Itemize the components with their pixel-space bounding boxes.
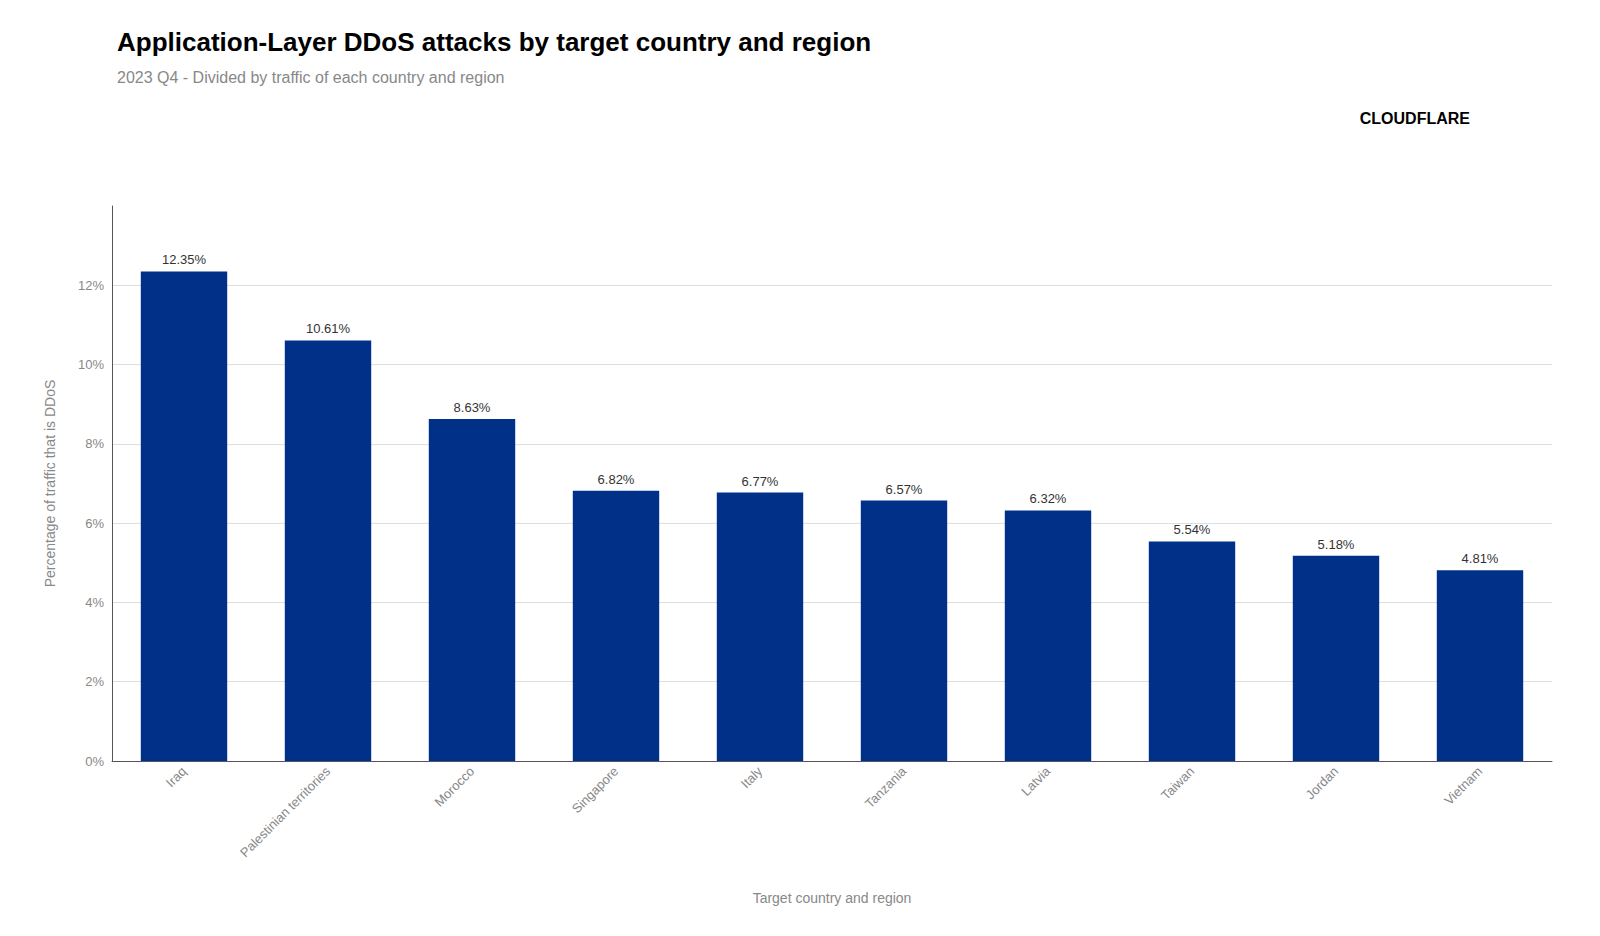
svg-text:12%: 12% [78, 278, 104, 293]
svg-text:5.18%: 5.18% [1318, 537, 1355, 552]
svg-text:Percentage of traffic that is: Percentage of traffic that is DDoS [42, 380, 58, 588]
svg-text:Application-Layer DDoS attacks: Application-Layer DDoS attacks by target… [117, 27, 871, 57]
svg-text:Iraq: Iraq [163, 764, 189, 790]
svg-text:10.61%: 10.61% [306, 321, 351, 336]
svg-text:6.82%: 6.82% [598, 472, 635, 487]
svg-text:Vietnam: Vietnam [1441, 764, 1485, 808]
svg-text:4%: 4% [85, 595, 104, 610]
svg-text:Italy: Italy [738, 763, 766, 791]
svg-text:2%: 2% [85, 674, 104, 689]
svg-text:Taiwan: Taiwan [1158, 764, 1197, 803]
svg-text:Morocco: Morocco [431, 764, 477, 810]
svg-text:Jordan: Jordan [1303, 764, 1342, 803]
svg-text:6%: 6% [85, 516, 104, 531]
svg-text:CLOUDFLARE: CLOUDFLARE [1360, 110, 1471, 127]
svg-text:8%: 8% [85, 436, 104, 451]
svg-text:2023 Q4 - Divided by traffic o: 2023 Q4 - Divided by traffic of each cou… [117, 69, 504, 86]
svg-text:0%: 0% [85, 754, 104, 769]
svg-text:4.81%: 4.81% [1462, 551, 1499, 566]
svg-text:Tanzania: Tanzania [862, 763, 910, 811]
svg-text:Palestinian territories: Palestinian territories [237, 763, 334, 860]
svg-text:10%: 10% [78, 357, 104, 372]
svg-text:12.35%: 12.35% [162, 252, 207, 267]
svg-text:Target country and region: Target country and region [753, 890, 912, 906]
svg-text:6.32%: 6.32% [1030, 491, 1067, 506]
svg-text:Singapore: Singapore [569, 764, 621, 816]
svg-text:5.54%: 5.54% [1174, 522, 1211, 537]
svg-text:Latvia: Latvia [1018, 763, 1054, 799]
svg-text:6.77%: 6.77% [742, 474, 779, 489]
svg-text:8.63%: 8.63% [454, 400, 491, 415]
svg-text:6.57%: 6.57% [886, 482, 923, 497]
